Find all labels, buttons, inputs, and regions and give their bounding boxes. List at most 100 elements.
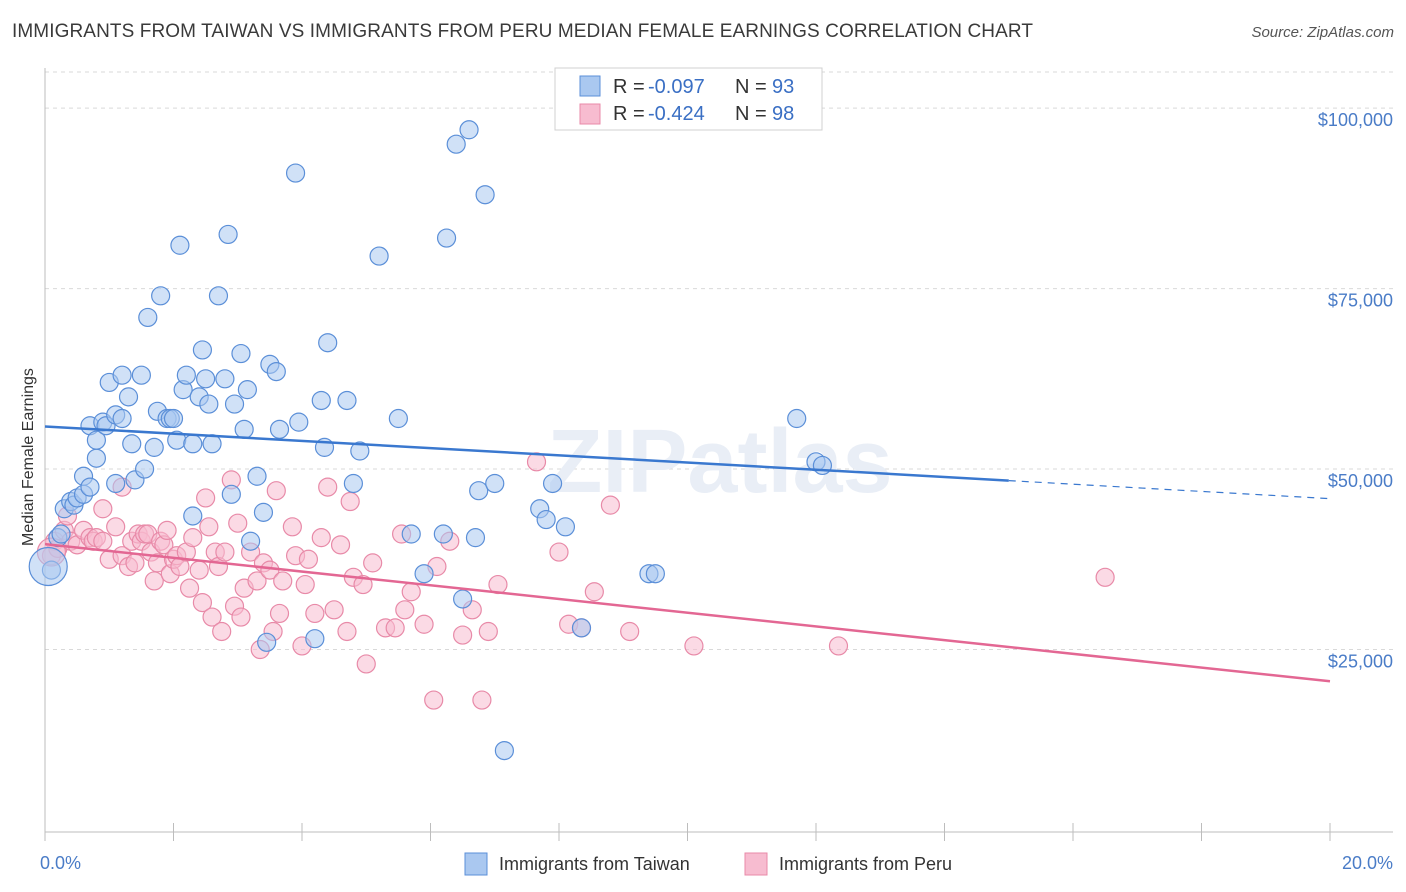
taiwan-point <box>465 528 486 548</box>
peru-point <box>295 574 315 595</box>
peru-point <box>106 517 126 537</box>
y-tick-label: $50,000 <box>1328 471 1393 491</box>
taiwan-point <box>446 134 466 154</box>
peru-point <box>1095 567 1115 587</box>
taiwan-point <box>202 434 222 454</box>
taiwan-point <box>645 564 665 584</box>
taiwan-point <box>343 473 363 494</box>
peru-point <box>179 578 200 598</box>
peru-point <box>199 517 219 537</box>
axes <box>44 68 1393 841</box>
peru-point <box>549 542 569 562</box>
chart-title: IMMIGRANTS FROM TAIWAN VS IMMIGRANTS FRO… <box>12 21 1034 42</box>
taiwan-point <box>134 459 155 479</box>
taiwan-point <box>433 524 453 544</box>
taiwan-point <box>234 419 254 439</box>
peru-point <box>305 603 325 624</box>
taiwan-legend-swatch <box>579 75 601 97</box>
taiwan-point <box>86 430 107 450</box>
taiwan-point <box>183 434 203 454</box>
taiwan-point <box>176 365 196 385</box>
peru-point <box>472 690 492 710</box>
peru-point <box>298 549 319 569</box>
taiwan-cluster-point <box>28 546 68 587</box>
series-legend: Immigrants from Taiwan Immigrants from P… <box>464 852 952 876</box>
taiwan-point <box>459 120 479 140</box>
taiwan-point <box>311 390 331 411</box>
peru-point <box>183 528 203 548</box>
taiwan-point <box>247 466 267 486</box>
taiwan-point <box>138 307 158 328</box>
taiwan-point <box>237 380 257 400</box>
peru-point <box>189 560 209 580</box>
peru-point <box>385 618 405 638</box>
taiwan-point <box>80 477 100 497</box>
x-tick-label-max: 20.0% <box>1342 853 1393 873</box>
chart-source: Source: ZipAtlas.com <box>1251 24 1394 41</box>
taiwan-point <box>163 408 184 429</box>
peru-point <box>157 520 177 541</box>
y-tick-label: $75,000 <box>1328 291 1393 311</box>
taiwan-trend-line <box>44 425 1009 482</box>
watermark: ZIPatlas <box>547 412 892 512</box>
taiwan-point <box>542 473 563 494</box>
taiwan-n-label: N = <box>735 76 767 98</box>
peru-point <box>125 553 145 573</box>
peru-point <box>93 499 113 519</box>
peru-point <box>363 553 383 573</box>
peru-point <box>684 636 704 656</box>
taiwan-point <box>555 517 576 537</box>
peru-r-label: R = <box>613 103 645 125</box>
taiwan-point <box>131 365 151 385</box>
taiwan-point <box>106 473 126 494</box>
peru-point <box>212 621 232 642</box>
taiwan-point <box>231 343 251 364</box>
peru-legend-swatch <box>579 103 601 125</box>
peru-point <box>311 528 331 548</box>
taiwan-point <box>318 333 338 353</box>
peru-point <box>282 517 302 537</box>
taiwan-point <box>414 564 434 584</box>
taiwan-point <box>241 531 261 551</box>
peru-point <box>196 488 216 508</box>
peru-point <box>340 491 360 512</box>
taiwan-point <box>196 369 216 389</box>
peru-point <box>337 621 357 642</box>
taiwan-series <box>28 120 833 761</box>
peru-trend-line <box>44 542 1331 683</box>
taiwan-point <box>369 246 389 266</box>
peru-point <box>202 607 222 627</box>
y-tick-label: $100,000 <box>1318 110 1393 130</box>
taiwan-point <box>221 484 241 504</box>
taiwan-point <box>112 408 132 429</box>
taiwan-n-value: 93 <box>772 76 794 98</box>
peru-point <box>231 607 251 627</box>
peru-point <box>269 603 290 624</box>
taiwan-point <box>257 632 277 652</box>
peru-point <box>228 513 248 533</box>
taiwan-point <box>485 473 505 494</box>
taiwan-r-label: R = <box>613 76 645 98</box>
peru-point <box>353 574 373 595</box>
taiwan-point <box>453 589 473 609</box>
taiwan-point <box>112 365 132 385</box>
stats-legend: R = -0.097 N = 93 R = -0.424 N = 98 <box>554 67 823 131</box>
taiwan-trend-extension <box>1008 479 1331 500</box>
taiwan-point <box>436 228 457 248</box>
peru-point <box>453 625 473 645</box>
legend-peru-swatch <box>744 852 768 876</box>
peru-point <box>424 690 444 710</box>
taiwan-point <box>285 163 306 183</box>
taiwan-point <box>118 387 139 407</box>
peru-point <box>273 571 293 591</box>
taiwan-point <box>224 394 245 414</box>
taiwan-point <box>337 390 357 411</box>
taiwan-point <box>401 524 421 544</box>
peru-point <box>395 600 415 620</box>
taiwan-point <box>208 286 229 306</box>
y-tick-label: $25,000 <box>1328 652 1393 672</box>
peru-point <box>620 621 640 642</box>
taiwan-point <box>183 506 203 526</box>
legend-peru-label: Immigrants from Peru <box>779 854 952 874</box>
peru-point <box>192 592 213 613</box>
